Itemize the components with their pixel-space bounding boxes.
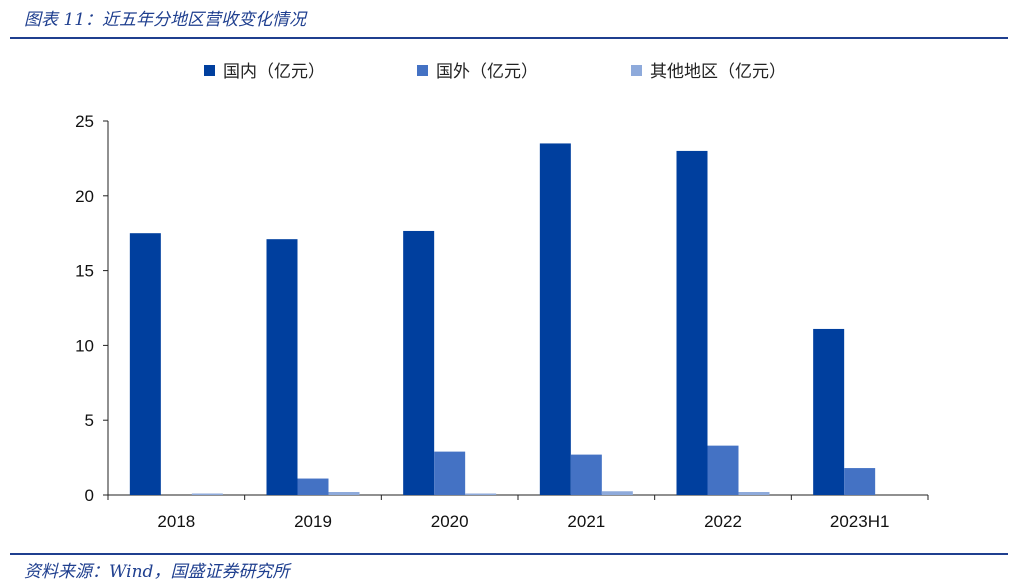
- legend-swatch: [204, 65, 215, 76]
- bar-2019-series-2: [328, 492, 360, 495]
- figure-title: 图表 11：近五年分地区营收变化情况: [24, 10, 307, 30]
- legend-label: 其他地区（亿元）: [650, 62, 786, 82]
- bar-2021-series-0: [539, 143, 571, 495]
- bar-2020-series-2: [465, 493, 497, 495]
- x-tick-label: 2021: [567, 512, 605, 531]
- bars: [129, 143, 876, 496]
- bar-2023H1-series-0: [813, 328, 845, 495]
- legend: 国内（亿元） 国外（亿元） 其他地区（亿元）: [204, 62, 786, 82]
- bottom-rule: [10, 553, 1008, 555]
- bar-2019-series-0: [266, 239, 298, 495]
- bar-2020-series-0: [403, 230, 435, 495]
- axes: 0 5 10 15 20 25 2018 2019 2020 2021 2022 2023H1: [75, 112, 929, 531]
- y-tick-label: 25: [75, 112, 94, 131]
- x-tick-label: 2018: [157, 512, 195, 531]
- y-tick-label: 5: [85, 411, 94, 430]
- top-rule: [10, 37, 1008, 39]
- y-tick-label: 20: [75, 187, 94, 206]
- bar-2019-series-1: [297, 478, 329, 495]
- x-tick-label: 2020: [431, 512, 469, 531]
- bar-2022-series-2: [738, 492, 770, 495]
- bar-2021-series-2: [601, 491, 633, 495]
- bar-2022-series-0: [676, 150, 708, 496]
- y-tick-label: 15: [75, 262, 94, 281]
- y-tick-label: 0: [85, 486, 94, 505]
- x-tick-label: 2022: [704, 512, 742, 531]
- bar-2020-series-1: [434, 451, 466, 495]
- x-tick-label: 2023H1: [830, 512, 890, 531]
- legend-label: 国内（亿元）: [223, 62, 325, 82]
- source-note: 资料来源：Wind，国盛证券研究所: [24, 562, 290, 582]
- bar-2018-series-0: [129, 233, 161, 495]
- legend-label: 国外（亿元）: [436, 62, 538, 82]
- bar-2022-series-1: [707, 445, 739, 495]
- legend-swatch: [631, 65, 642, 76]
- y-tick-label: 10: [75, 336, 94, 355]
- bar-2021-series-1: [570, 454, 602, 495]
- x-tick-label: 2019: [294, 512, 332, 531]
- bar-2018-series-2: [191, 493, 223, 495]
- bar-2023H1-series-1: [844, 468, 876, 495]
- legend-swatch: [417, 65, 428, 76]
